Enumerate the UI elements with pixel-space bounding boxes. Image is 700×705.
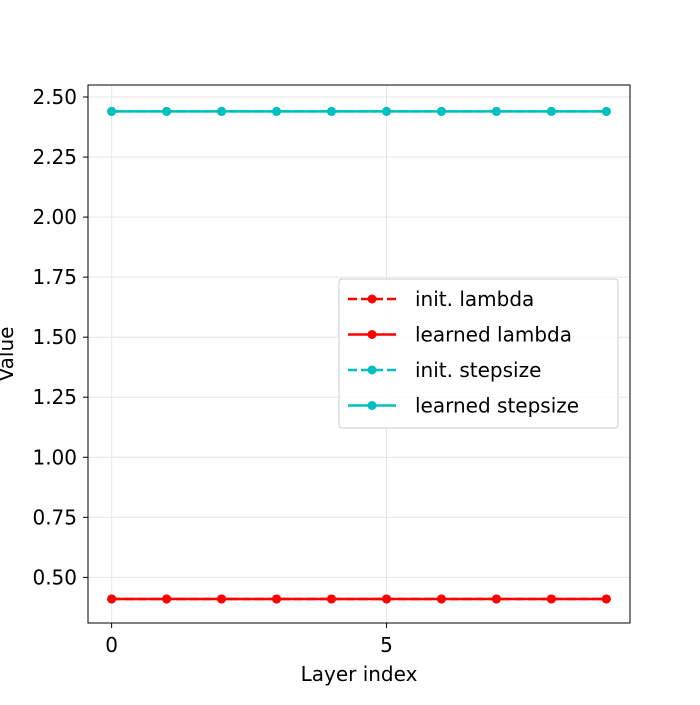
- y-axis-label: Value: [0, 327, 18, 382]
- data-point: [491, 106, 501, 116]
- data-point: [162, 106, 172, 116]
- data-point: [546, 594, 556, 604]
- legend-box: [338, 278, 619, 429]
- data-point: [107, 594, 117, 604]
- data-point: [436, 106, 446, 116]
- data-point: [327, 106, 337, 116]
- legend-label: learned lambda: [415, 323, 572, 347]
- data-point: [381, 594, 391, 604]
- x-tick-label: 0: [105, 633, 118, 657]
- data-point: [327, 594, 337, 604]
- legend: init. lambda learned lambda init. stepsize…: [338, 278, 619, 429]
- data-point: [217, 594, 227, 604]
- data-point: [601, 594, 611, 604]
- data-point: [381, 106, 391, 116]
- series-learned-stepsize: [107, 106, 611, 116]
- legend-label: init. stepsize: [415, 358, 541, 382]
- data-point: [491, 594, 501, 604]
- y-tick-label: 2.00: [32, 205, 77, 229]
- y-tick-label: 0.50: [32, 565, 77, 589]
- legend-swatch-marker: [367, 365, 377, 375]
- y-tick-label: 1.50: [32, 325, 77, 349]
- plot-frame: [87, 84, 631, 624]
- data-point: [107, 106, 117, 116]
- legend-item: learned lambda: [348, 323, 572, 347]
- legend-label: learned stepsize: [415, 394, 579, 418]
- y-tick-label: 1.00: [32, 445, 77, 469]
- data-point: [436, 594, 446, 604]
- legend-swatch-marker: [367, 294, 377, 304]
- legend-item: init. lambda: [348, 287, 534, 311]
- y-tick-label: 2.25: [32, 145, 77, 169]
- legend-item: init. stepsize: [348, 358, 541, 382]
- data-point: [601, 106, 611, 116]
- series-learned-lambda: [107, 594, 611, 604]
- y-tick-label: 1.75: [32, 265, 77, 289]
- x-tick-label: 5: [380, 633, 393, 657]
- data-point: [217, 106, 227, 116]
- data-point: [272, 594, 282, 604]
- legend-swatch-marker: [367, 401, 377, 410]
- plot-series: [107, 106, 611, 604]
- y-tick-label: 1.25: [32, 385, 77, 409]
- y-tick-label: 2.50: [32, 85, 77, 109]
- data-point: [272, 106, 282, 116]
- data-point: [162, 594, 172, 604]
- data-point: [546, 106, 556, 116]
- legend-item: learned stepsize: [348, 394, 579, 418]
- legend-swatch-marker: [367, 330, 377, 339]
- x-axis-label: Layer index: [301, 662, 418, 686]
- axis-ticks: 0 5 0.50 0.75 1.00 1.25 1.50 1.75 2.00 2.25 2.50: [32, 85, 392, 657]
- legend-label: init. lambda: [415, 287, 534, 311]
- y-tick-label: 0.75: [32, 505, 77, 529]
